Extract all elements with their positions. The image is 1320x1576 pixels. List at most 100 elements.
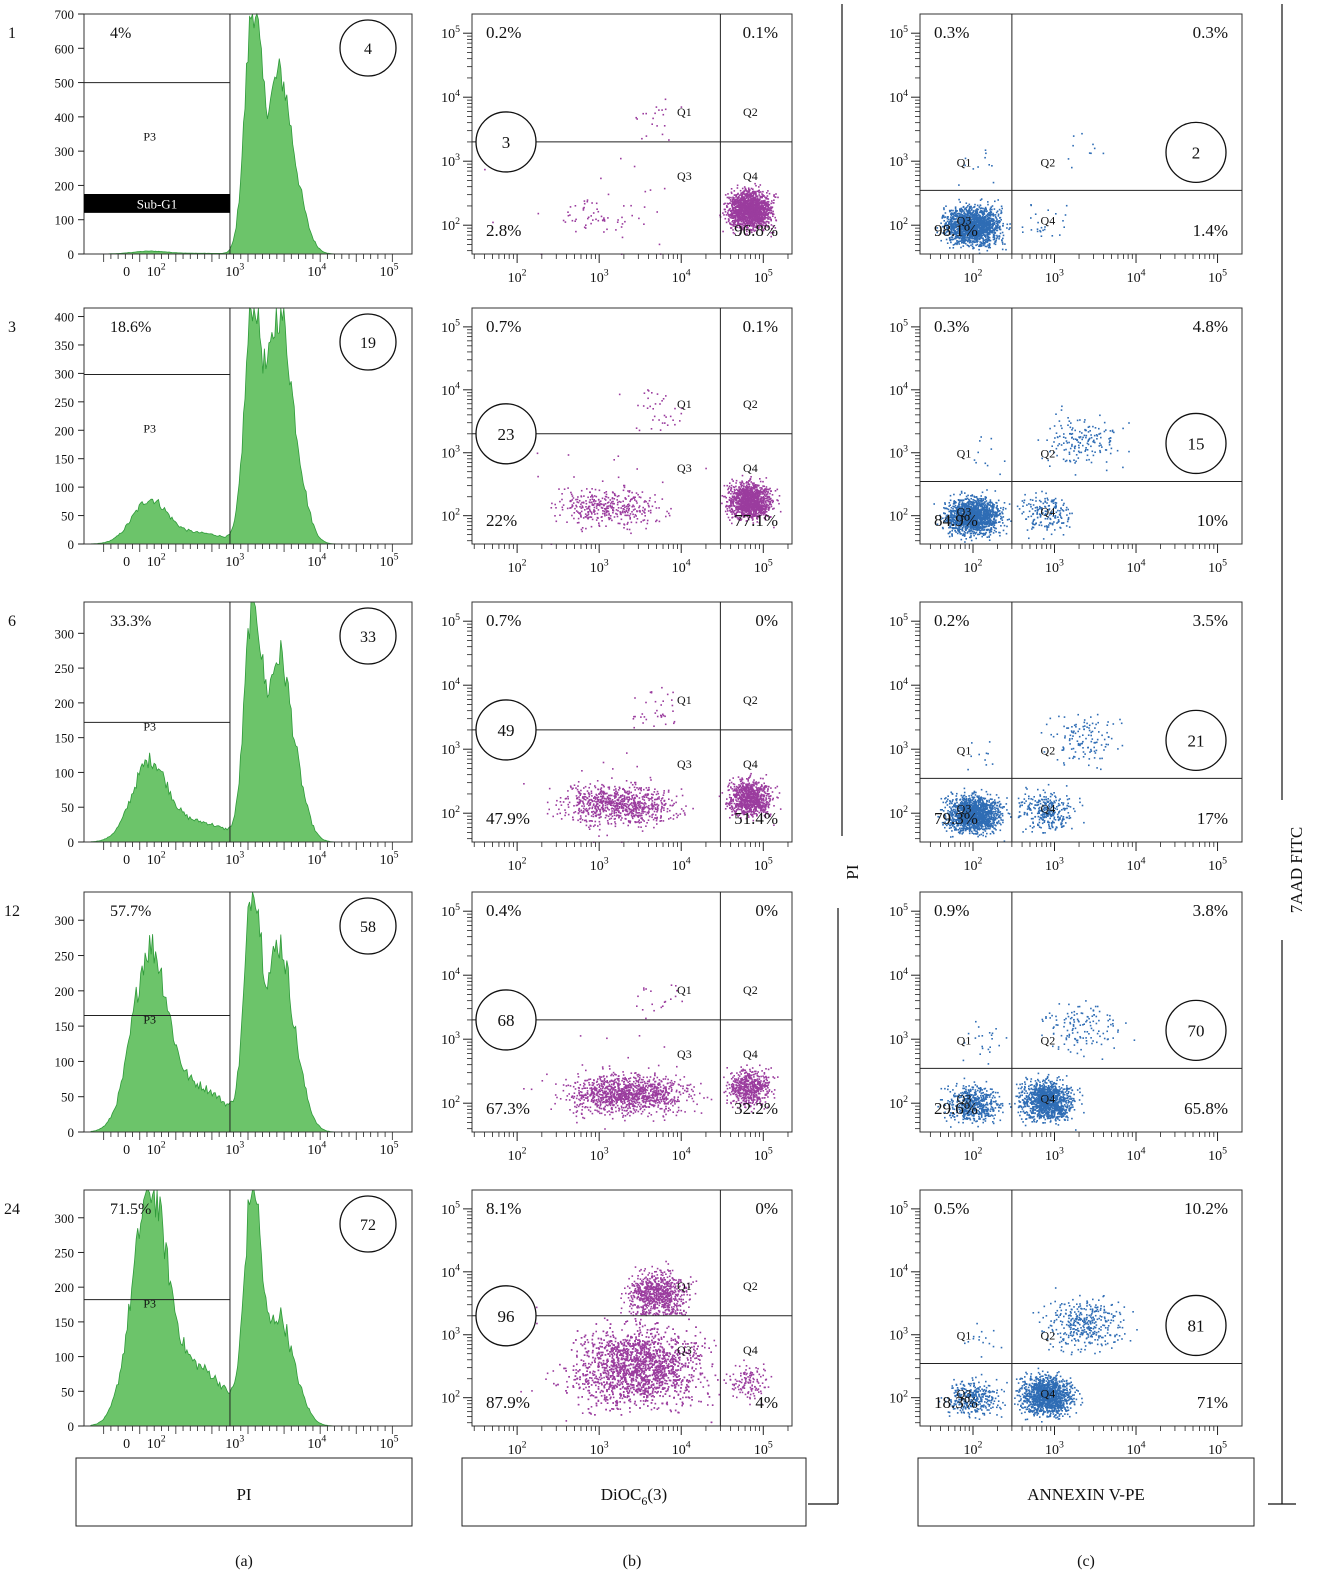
gate-percent: 71.5% xyxy=(110,1201,151,1218)
scatter-point xyxy=(725,194,727,196)
scatter-point xyxy=(772,215,774,217)
scatter-point xyxy=(589,506,591,508)
scatter-point xyxy=(733,215,735,217)
scatter-point xyxy=(724,209,726,211)
gate-label: P3 xyxy=(143,422,156,436)
scatter-point xyxy=(768,507,770,509)
scatter-point xyxy=(605,817,607,819)
x-tick-label: 103 xyxy=(225,850,244,868)
scatter-point xyxy=(738,209,740,211)
scatter-point xyxy=(730,223,732,225)
scatter-point xyxy=(566,521,568,523)
scatter-point xyxy=(736,196,738,198)
scatter-point xyxy=(574,220,576,222)
scatter-point xyxy=(735,210,737,212)
scatter-point xyxy=(663,809,665,811)
y-tick-label: 300 xyxy=(55,1211,75,1226)
scatter-point xyxy=(727,203,729,205)
scatter-point xyxy=(763,783,765,785)
scatter-point xyxy=(582,507,584,509)
scatter-point xyxy=(746,796,748,798)
scatter-point xyxy=(735,482,737,484)
scatter-point xyxy=(599,824,601,826)
scatter-point xyxy=(608,497,610,499)
scatter-point xyxy=(774,196,776,198)
scatter-point xyxy=(599,490,601,492)
scatter-point xyxy=(665,516,667,518)
scatter-point xyxy=(722,212,724,214)
scatter-point xyxy=(642,113,644,115)
row-label: 24 xyxy=(4,1201,20,1218)
scatter-point xyxy=(741,497,743,499)
scatter-point xyxy=(767,491,769,493)
scatter-point xyxy=(731,192,733,194)
scatter-point xyxy=(729,482,731,484)
scatter-point xyxy=(598,522,600,524)
scatter-point xyxy=(764,216,766,218)
scatter-point xyxy=(752,493,754,495)
circle-value: 72 xyxy=(360,1217,376,1234)
scatter-point xyxy=(738,211,740,213)
scatter-point xyxy=(571,515,573,517)
scatter-point xyxy=(730,503,732,505)
scatter-point xyxy=(763,205,765,207)
scatter-point xyxy=(753,485,755,487)
scatter-point xyxy=(659,521,661,523)
scatter-point xyxy=(743,213,745,215)
scatter-point xyxy=(750,773,752,775)
scatter-point xyxy=(729,794,731,796)
scatter-point xyxy=(731,803,733,805)
scatter-point xyxy=(738,214,740,216)
x-tick-label: 102 xyxy=(147,552,166,570)
scatter-point xyxy=(760,215,762,217)
scatter-point xyxy=(752,487,754,489)
scatter-point xyxy=(766,774,768,776)
scatter-point xyxy=(624,221,626,223)
scatter-point xyxy=(618,523,620,525)
scatter-point xyxy=(765,797,767,799)
y-tick-label: 250 xyxy=(55,1245,75,1260)
scatter-point xyxy=(763,486,765,488)
scatter-point xyxy=(627,504,629,506)
scatter-point xyxy=(742,203,744,205)
scatter-point xyxy=(623,527,625,529)
scatter-point xyxy=(602,513,604,515)
scatter-point xyxy=(756,793,758,795)
scatter-point xyxy=(766,209,768,211)
scatter-point xyxy=(639,511,641,513)
scatter-point xyxy=(605,525,607,527)
scatter-point xyxy=(732,197,734,199)
circle-value: 19 xyxy=(360,335,376,352)
scatter-point xyxy=(730,197,732,199)
scatter-point xyxy=(593,510,595,512)
scatter-point xyxy=(770,203,772,205)
scatter-point xyxy=(729,486,731,488)
scatter-point xyxy=(742,475,744,477)
scatter-point xyxy=(608,517,610,519)
scatter-point xyxy=(750,210,752,212)
scatter-point xyxy=(537,453,539,455)
scatter-point xyxy=(731,814,733,816)
scatter-point xyxy=(740,215,742,217)
x-tick-label: 105 xyxy=(754,558,773,576)
scatter-point xyxy=(608,505,610,507)
x-tick-label: 0 xyxy=(123,555,130,570)
scatter-point xyxy=(629,501,631,503)
scatter-point xyxy=(731,805,733,807)
scatter-point xyxy=(656,507,658,509)
scatter-point xyxy=(750,487,752,489)
scatter-point xyxy=(727,786,729,788)
scatter-point xyxy=(756,508,758,510)
scatter-point xyxy=(758,504,760,506)
scatter-point xyxy=(570,206,572,208)
scatter-point xyxy=(757,506,759,508)
scatter-point xyxy=(756,790,758,792)
scatter-point xyxy=(767,790,769,792)
scatter-point xyxy=(763,506,765,508)
scatter-point xyxy=(756,781,758,783)
scatter-point xyxy=(760,805,762,807)
scatter-point xyxy=(730,215,732,217)
scatter-point xyxy=(590,223,592,225)
histogram-area xyxy=(84,14,412,254)
scatter-point xyxy=(727,505,729,507)
